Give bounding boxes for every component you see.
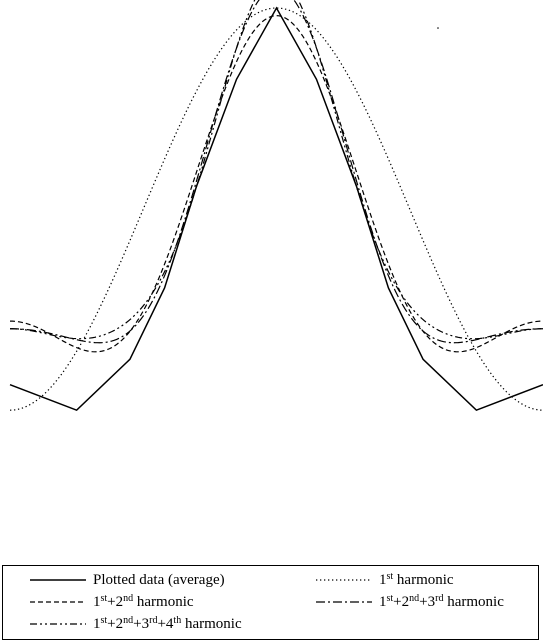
series-line-plotted-data-average <box>9 6 543 412</box>
chart-legend: Plotted data (average) 1st harmonic 1st+2n… <box>2 565 539 640</box>
series-line-1st-2nd-3rd-harmonic <box>9 0 543 344</box>
legend-label: 1st+2nd+3rd harmonic <box>379 593 504 611</box>
chart-plot-area <box>9 0 543 412</box>
legend-label: Plotted data (average) <box>93 572 225 588</box>
legend-swatch <box>30 623 86 625</box>
series-line-1st-2nd-harmonic <box>9 15 543 353</box>
legend-swatch <box>316 601 372 603</box>
legend-label: 1st+2nd harmonic <box>93 593 194 611</box>
stray-dot <box>437 27 439 29</box>
legend-label: 1st+2nd+3rd+4th harmonic <box>93 615 242 633</box>
legend-swatch <box>30 579 86 581</box>
series-line-1st-harmonic <box>9 7 543 411</box>
legend-label: 1st harmonic <box>379 571 454 589</box>
series-line-1st-2nd-3rd-4th-harmonic <box>9 0 543 340</box>
legend-swatch <box>316 579 372 581</box>
legend-swatch <box>30 601 86 603</box>
